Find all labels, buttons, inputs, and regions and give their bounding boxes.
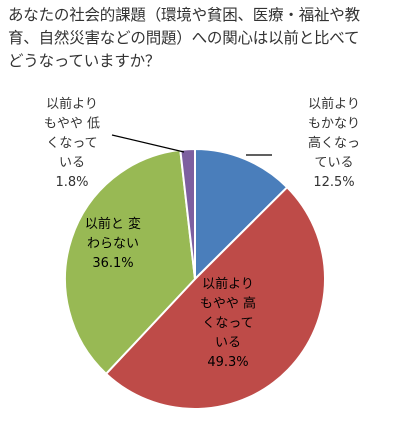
leader-lines xyxy=(111,134,272,156)
slice-label-line: もやや 低 xyxy=(44,117,100,132)
slice-label-line: わらない xyxy=(87,237,139,252)
slice-label-line: 以前と 変 xyxy=(85,216,141,232)
slice-label-line: ている xyxy=(314,156,353,171)
slice-label-line: いる xyxy=(215,336,241,351)
slice-value-label-3: 36.1% xyxy=(92,256,133,271)
slice-label-line: くなって xyxy=(202,316,253,331)
pie-slice-1 xyxy=(194,147,289,282)
pie-slice-3 xyxy=(64,148,197,376)
slice-label-line: 以前より xyxy=(202,276,254,292)
pie-slices xyxy=(64,147,327,410)
slice-value-label-2: 49.3% xyxy=(207,355,248,370)
chart-title-line-1: あなたの社会的課題（環境や貧困、医療・福祉や教 xyxy=(8,6,360,24)
slice-labels: 以前よりもかなり高くなっている 12.5%以前よりもやや 高くなっている 49.3%… xyxy=(44,96,360,370)
slice-label-line: もやや 高 xyxy=(200,296,256,312)
slice-label-line: いる xyxy=(59,156,85,171)
slice-value-label-1: 12.5% xyxy=(313,175,354,190)
slice-label-2: 以前よりもやや 高くなっている 49.3% xyxy=(200,276,256,370)
chart-title-line-2: 育、自然災害などの問題）への関心は以前と比べて xyxy=(8,29,360,47)
slice-label-3: 以前と 変わらない 36.1% xyxy=(85,216,141,271)
pie-slice-2 xyxy=(104,185,327,410)
leader-line-4 xyxy=(111,134,185,153)
slice-label-line: もかなり xyxy=(308,117,360,132)
slice-label-1: 以前よりもかなり高くなっている 12.5% xyxy=(308,96,360,190)
slice-label-line: くなって xyxy=(46,136,97,151)
slice-value-label-4: 1.8% xyxy=(55,175,88,190)
pie-slice-4 xyxy=(179,147,196,280)
slice-label-4: 以前よりもやや 低くなっている 1.8% xyxy=(44,96,100,190)
slice-label-line: 以前より xyxy=(308,96,360,112)
slice-label-line: 以前より xyxy=(46,96,98,112)
slice-label-line: 高くなっ xyxy=(308,135,360,151)
chart-title-line-3: どうなっていますか？ xyxy=(8,52,161,70)
chart-title: あなたの社会的課題（環境や貧困、医療・福祉や教 育、自然災害などの問題）への関心… xyxy=(8,4,394,73)
